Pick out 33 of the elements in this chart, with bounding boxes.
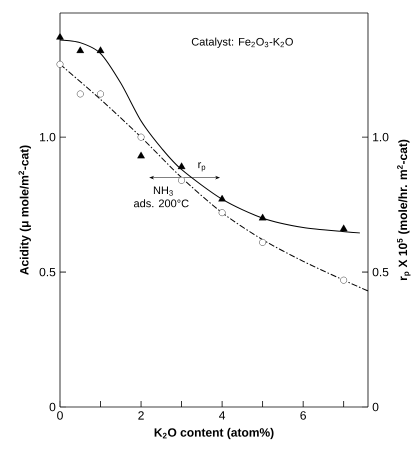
annotation: r$_{p}$ (198, 162, 206, 172)
point (178, 176, 185, 184)
point (76, 90, 84, 98)
point (340, 276, 348, 284)
point (56, 60, 64, 68)
y2-tick-label: 1.0 (373, 132, 388, 142)
y2-tick-label: 0.5 (372, 268, 388, 276)
point (259, 238, 266, 246)
annotation: Catalyst: Fe$_{2}$O$_{3}$-K$_{2}$O (192, 38, 293, 48)
x-tick-label: 4 (219, 411, 226, 420)
annotation: ads. 200°C (134, 199, 189, 208)
y-axis-title: Acidity (μ mole/m$^{2}$-cat) (18, 145, 31, 275)
point (340, 224, 348, 232)
x-axis-title: K$_{2}$O content (atom%) (154, 428, 274, 440)
y2-axis-title: r$_{p}$ X 10$^{5}$ (mole/hr. m$^{2}$-cat) (397, 140, 410, 280)
x-tick-label: 0 (57, 411, 63, 420)
point (258, 214, 266, 220)
point (96, 46, 104, 54)
point (76, 46, 84, 54)
point (137, 152, 145, 158)
y-tick-label: 0 (50, 402, 56, 412)
annotation: NH$_{3}$ (154, 186, 173, 196)
point (218, 209, 226, 216)
point (178, 162, 186, 170)
y-tick-label: 0.5 (40, 268, 56, 276)
y2-tick-label: 0 (372, 402, 378, 412)
point (138, 134, 144, 141)
y-tick-label: 1.0 (40, 132, 56, 142)
point (56, 32, 64, 40)
point (218, 194, 226, 202)
x-tick-label: 2 (138, 411, 144, 420)
x-tick-label: 6 (300, 411, 306, 420)
point (97, 90, 104, 98)
